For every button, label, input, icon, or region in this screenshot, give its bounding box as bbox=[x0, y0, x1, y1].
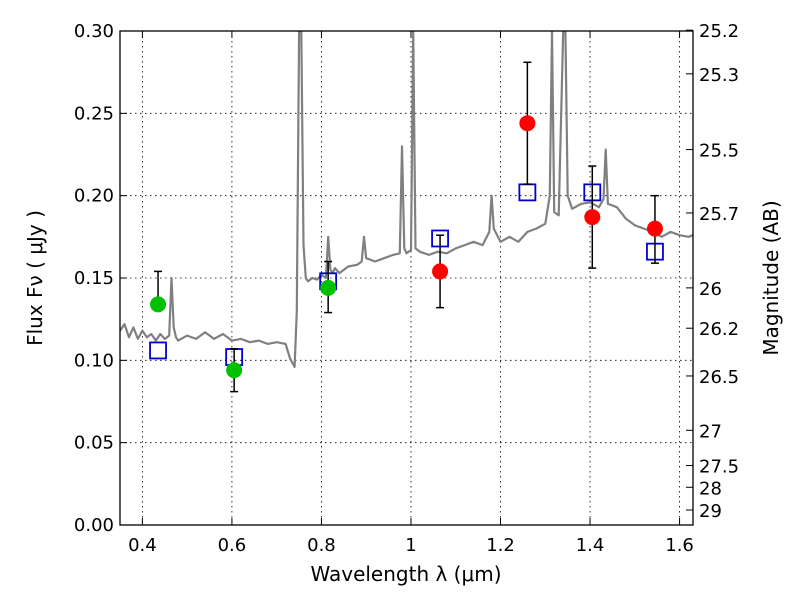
y-tick-label: 0.25 bbox=[74, 103, 114, 124]
right-tick-label: 28 bbox=[699, 478, 722, 499]
marker-layer bbox=[149, 61, 664, 393]
observed-point bbox=[519, 115, 536, 132]
observed-point bbox=[646, 220, 663, 237]
x-tick-label: 1.6 bbox=[665, 535, 694, 556]
right-tick-label: 25.3 bbox=[699, 65, 739, 86]
y-tick-label: 0.30 bbox=[74, 21, 114, 42]
y-tick-label: 0.15 bbox=[74, 268, 114, 289]
observed-point bbox=[226, 362, 243, 379]
right-tick-label: 26 bbox=[699, 279, 722, 300]
observed-point bbox=[320, 279, 337, 296]
x-tick-label: 0.4 bbox=[128, 535, 157, 556]
right-tick-label: 26.2 bbox=[699, 319, 739, 340]
x-axis-title: Wavelength λ (μm) bbox=[310, 562, 501, 586]
y-tick-label: 0.20 bbox=[74, 186, 114, 207]
right-tick-label: 27.5 bbox=[699, 457, 739, 478]
x-tick-label: 1 bbox=[405, 535, 416, 556]
x-tick-label: 1.2 bbox=[486, 535, 515, 556]
right-tick-label: 25.7 bbox=[699, 204, 739, 225]
right-tick-label: 25.2 bbox=[699, 21, 739, 42]
spectrum-line bbox=[120, 31, 693, 368]
spectrum-layer bbox=[120, 31, 693, 368]
model-photometry-square bbox=[149, 341, 167, 360]
x-tick-label: 0.6 bbox=[218, 535, 247, 556]
right-tick-label: 25.5 bbox=[699, 141, 739, 162]
y-tick-label: 0.00 bbox=[74, 515, 114, 536]
axis-ticks: 0.4 0.6 0.8 1 1.2 1.4 1.6 0.00 0.05 0.10 0.15 0.20 0… bbox=[74, 21, 739, 556]
x-tick-label: 1.4 bbox=[576, 535, 605, 556]
right-tick-label: 26.5 bbox=[699, 367, 739, 388]
x-tick-label: 0.8 bbox=[307, 535, 336, 556]
observed-point bbox=[584, 209, 601, 226]
observed-point bbox=[150, 296, 167, 313]
observed-point bbox=[432, 263, 449, 280]
y-axis-title: Flux Fν ( μJy ) bbox=[23, 210, 47, 346]
y-tick-label: 0.10 bbox=[74, 350, 114, 371]
right-tick-label: 29 bbox=[699, 501, 722, 522]
right-axis-title: Magnitude (AB) bbox=[759, 200, 783, 355]
y-tick-label: 0.05 bbox=[74, 433, 114, 454]
right-tick-label: 27 bbox=[699, 421, 722, 442]
